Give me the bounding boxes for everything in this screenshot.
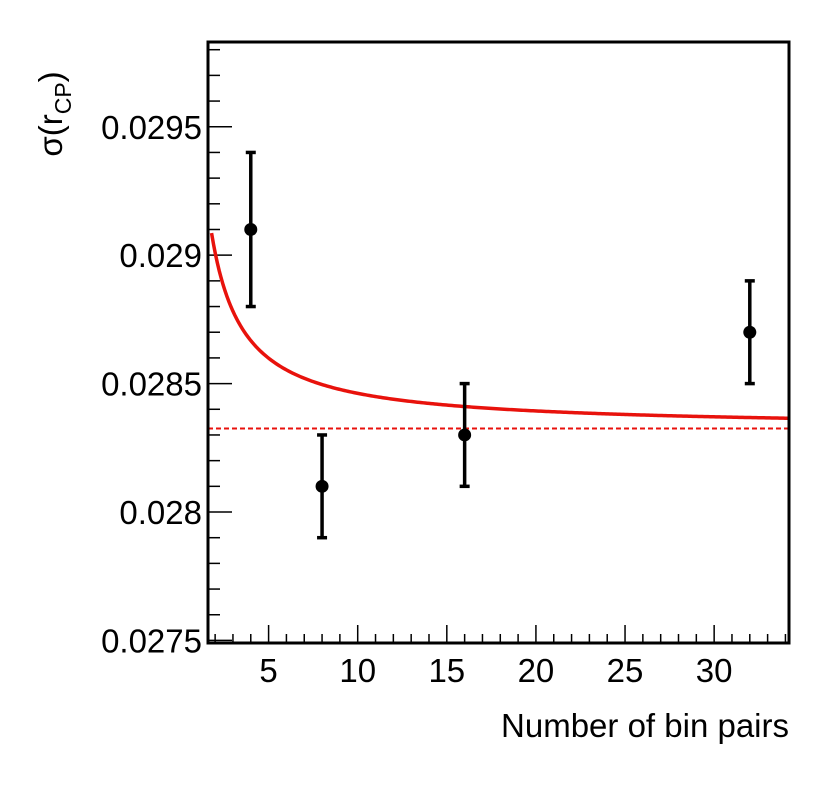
data-point [315,479,329,493]
data-point [458,428,472,442]
y-axis-title-subscript: CP [50,82,76,114]
y-tick-label: 0.0285 [101,366,202,403]
y-axis-title-main: σ(r [32,114,69,156]
y-tick-label: 0.029 [119,237,202,274]
y-tick-label: 0.0275 [101,622,202,659]
x-tick-label: 30 [696,652,733,689]
data-point-group [458,381,472,489]
data-point-group [315,433,329,540]
x-tick-labels: 5 10 15 20 25 30 [259,652,732,689]
x-tick-label: 5 [259,652,277,689]
x-tick-label: 25 [607,652,644,689]
y-tick-label: 0.0295 [101,109,202,146]
x-tick-label: 10 [339,652,376,689]
x-tick-label: 15 [428,652,465,689]
y-tick-label: 0.028 [119,494,202,531]
y-tick-labels: 0.0275 0.028 0.0285 0.029 0.0295 [101,109,202,660]
data-point-group [244,150,258,309]
x-axis-title: Number of bin pairs [501,707,789,744]
data-point-group [743,279,757,386]
minor-ticks [208,48,787,643]
data-point [743,325,757,339]
y-axis-title: σ(rCP) [32,71,76,156]
data-point [244,222,258,236]
plot-frame [206,40,791,645]
data-points [244,150,757,540]
major-ticks [208,126,715,643]
y-axis-title-close: ) [32,71,69,82]
x-tick-label: 20 [518,652,555,689]
fit-curve [209,232,790,420]
fit-group [208,232,790,430]
